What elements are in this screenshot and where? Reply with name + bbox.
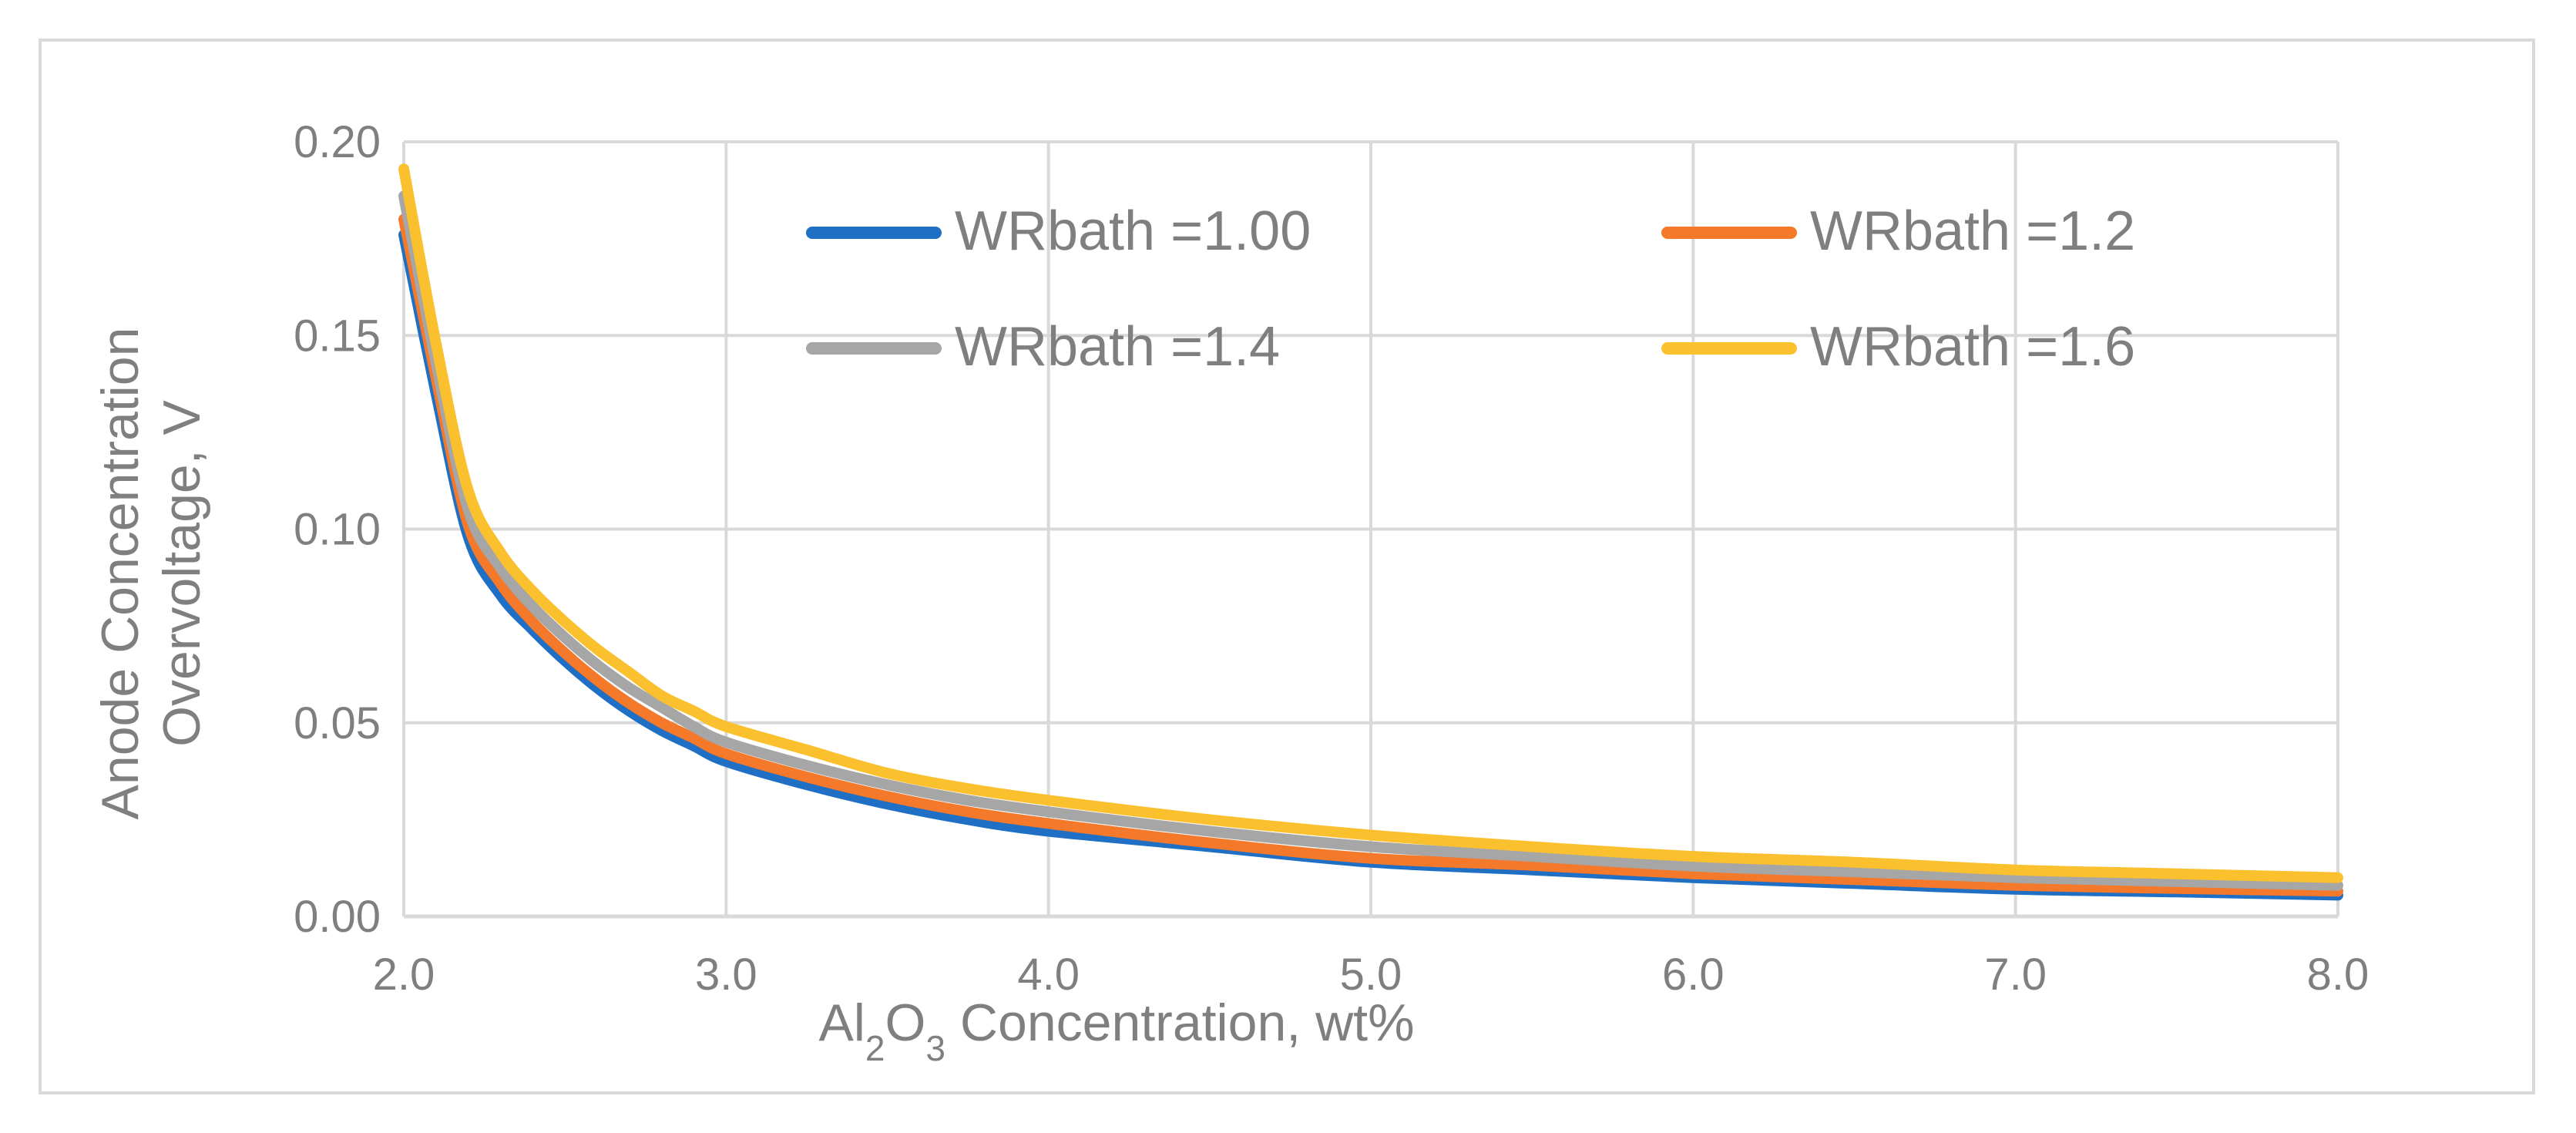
y-tick-label: 0.20 — [294, 117, 381, 167]
legend-label-wrbath-14: WRbath =1.4 — [955, 316, 1280, 378]
series-line-wrbath-12 — [398, 213, 2343, 897]
line-chart: 0.00 0.05 0.10 0.15 0.20 2.0 3.0 4.0 5.0 6.0 7.0 8.… — [91, 117, 2369, 1068]
y-tick-label: 0.05 — [294, 698, 381, 748]
y-tick-label: 0.10 — [294, 505, 381, 555]
axes: 0.00 0.05 0.10 0.15 0.20 2.0 3.0 4.0 5.0 6.0 7.0 8.… — [294, 117, 2369, 1000]
x-tick-label: 7.0 — [1984, 950, 2047, 1000]
chart-frame: 0.00 0.05 0.10 0.15 0.20 2.0 3.0 4.0 5.0 6.0 7.0 8.… — [39, 39, 2535, 1094]
x-tick-label: 5.0 — [1340, 950, 1402, 1000]
x-tick-label: 6.0 — [1662, 950, 1725, 1000]
x-axis-title: Al2O3 Concentration, wt% — [818, 993, 1414, 1068]
y-tick-label: 0.15 — [294, 311, 381, 361]
x-tick-label: 4.0 — [1017, 950, 1080, 1000]
y-tick-label: 0.00 — [294, 892, 381, 942]
x-tick-label: 2.0 — [373, 950, 435, 1000]
x-tick-label: 8.0 — [2307, 950, 2369, 1000]
series-lines — [398, 163, 2343, 901]
legend: WRbath =1.00 WRbath =1.2 WRbath =1.4 WRbath… — [806, 200, 2135, 378]
y-axis-title-line-2: Overvoltage, V — [153, 399, 211, 746]
legend-label-wrbath-100: WRbath =1.00 — [955, 200, 1311, 262]
y-axis-title: Anode Concentration Overvoltage, V — [91, 328, 211, 820]
y-axis-title-line-1: Anode Concentration — [91, 328, 149, 820]
legend-label-wrbath-12: WRbath =1.2 — [1810, 200, 2135, 262]
x-tick-label: 3.0 — [695, 950, 757, 1000]
series-line-wrbath-14 — [398, 190, 2343, 891]
legend-label-wrbath-16: WRbath =1.6 — [1810, 316, 2135, 378]
series-line-wrbath-16 — [398, 163, 2343, 883]
